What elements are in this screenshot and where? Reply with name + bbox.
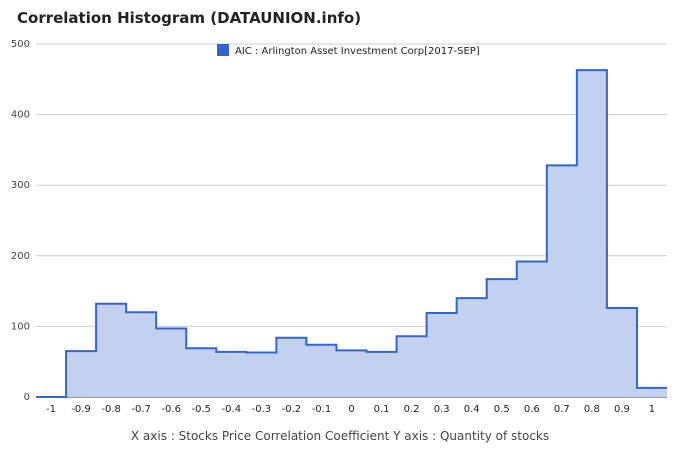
legend[interactable]: AIC : Arlington Asset Investment Corp[20… [217, 44, 480, 57]
x-tick-label: 0.3 [434, 404, 450, 415]
chart-title: Correlation Histogram (DATAUNION.info) [17, 9, 362, 27]
x-tick-label: -0.4 [222, 404, 242, 415]
y-tick-label: 300 [11, 180, 30, 191]
legend-swatch [217, 44, 229, 56]
x-tick-label: 0.8 [584, 404, 600, 415]
histogram-bin[interactable] [457, 298, 487, 397]
x-tick-label: 0.6 [524, 404, 540, 415]
x-tick-label: 0.4 [464, 404, 480, 415]
histogram-bin[interactable] [96, 304, 126, 397]
x-axis-ticks: -1 -0.9 -0.8 -0.7 -0.6 -0.5 -0.4 -0.3 -0.2 -0.1 0 0… [46, 404, 655, 415]
histogram-bin[interactable] [367, 352, 397, 397]
histogram-bin[interactable] [186, 348, 216, 397]
axis-description: X axis : Stocks Price Correlation Coeffi… [130, 429, 550, 443]
histogram-bin[interactable] [637, 388, 667, 397]
histogram-bin[interactable] [276, 338, 306, 397]
histogram-bin[interactable] [216, 352, 246, 397]
area-fill [36, 70, 667, 397]
x-tick-label: -0.6 [161, 404, 181, 415]
x-tick-label: -0.1 [312, 404, 332, 415]
x-tick-label: -0.5 [192, 404, 212, 415]
x-tick-label: -0.2 [282, 404, 302, 415]
histogram-bin[interactable] [336, 350, 366, 397]
x-tick-label: 1 [649, 404, 655, 415]
histogram-bin[interactable] [427, 313, 457, 397]
histogram-bin[interactable] [547, 165, 577, 397]
y-tick-label: 200 [11, 251, 30, 262]
x-tick-label: -0.3 [252, 404, 272, 415]
x-tick-label: 0.9 [614, 404, 630, 415]
plot-area [36, 69, 667, 398]
y-tick-label: 400 [11, 110, 30, 121]
x-tick-label: 0.7 [554, 404, 570, 415]
legend-label: AIC : Arlington Asset Investment Corp[20… [235, 46, 480, 57]
y-tick-label: 500 [11, 39, 30, 50]
x-tick-label: 0.1 [374, 404, 390, 415]
histogram-bin[interactable] [577, 70, 607, 397]
histogram-bin[interactable] [397, 336, 427, 397]
x-tick-label: 0.2 [404, 404, 420, 415]
y-axis-ticks: 0 100 200 300 400 500 [11, 39, 30, 403]
x-tick-label: 0.5 [494, 404, 510, 415]
histogram-bin[interactable] [517, 261, 547, 397]
histogram-bin[interactable] [126, 312, 156, 397]
x-tick-label: -0.8 [101, 404, 121, 415]
histogram-bin[interactable] [246, 353, 276, 397]
histogram-bin[interactable] [156, 329, 186, 397]
x-tick-label: 0 [348, 404, 354, 415]
y-tick-label: 0 [24, 392, 30, 403]
y-tick-label: 100 [11, 321, 30, 332]
histogram-bin[interactable] [66, 351, 96, 397]
histogram-bin[interactable] [487, 279, 517, 397]
x-tick-label: -0.7 [131, 404, 151, 415]
x-tick-label: -1 [46, 404, 56, 415]
histogram-bin[interactable] [306, 345, 336, 397]
series-step-line [36, 69, 667, 398]
histogram-bin[interactable] [607, 308, 637, 397]
x-tick-label: -0.9 [71, 404, 91, 415]
